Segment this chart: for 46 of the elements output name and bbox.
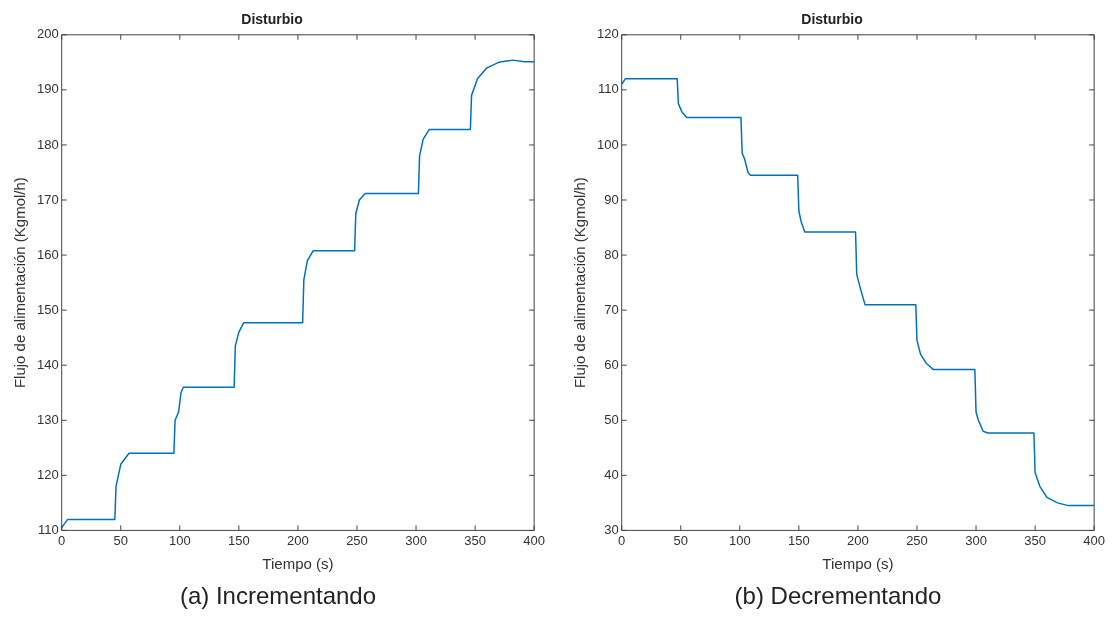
x-tick-label: 200 — [847, 532, 869, 548]
x-axis-title: Tiempo (s) — [262, 555, 334, 573]
x-tick-label: 400 — [523, 532, 546, 548]
x-tick-label: 0 — [618, 532, 626, 548]
x-tick-label: 200 — [287, 532, 309, 548]
y-tick-label: 190 — [36, 81, 59, 97]
x-tick-label: 400 — [1083, 532, 1106, 548]
x-tick-label: 300 — [965, 532, 987, 548]
x-tick-label: 150 — [228, 532, 250, 548]
x-tick-label: 100 — [168, 532, 191, 548]
y-tick-label: 80 — [604, 246, 619, 262]
chart-title: Disturbio — [801, 11, 863, 28]
x-tick-label: 350 — [1024, 532, 1046, 548]
chart-title: Disturbio — [241, 11, 303, 28]
y-tick-label: 110 — [597, 81, 619, 97]
y-tick-label: 160 — [36, 246, 59, 262]
y-tick-label: 30 — [604, 521, 619, 537]
x-tick-label: 100 — [728, 532, 751, 548]
x-axis-title: Tiempo (s) — [822, 555, 894, 573]
x-tick-label: 250 — [346, 532, 368, 548]
y-tick-label: 110 — [37, 521, 59, 537]
x-tick-label: 300 — [405, 532, 427, 548]
y-tick-label: 130 — [36, 411, 59, 427]
x-tick-label: 50 — [673, 532, 688, 548]
y-tick-label: 40 — [604, 466, 619, 482]
y-tick-label: 170 — [36, 191, 59, 207]
y-axis-title: Flujo de alimentación (Kgmol/h) — [571, 177, 589, 389]
y-tick-label: 60 — [604, 356, 619, 372]
y-tick-label: 150 — [36, 301, 59, 317]
x-tick-label: 350 — [464, 532, 486, 548]
text: (a) Incrementando — [179, 582, 377, 610]
y-tick-label: 140 — [36, 356, 59, 372]
y-tick-label: 100 — [596, 136, 619, 152]
x-tick-label: 50 — [113, 532, 128, 548]
y-axis-title: Flujo de alimentación (Kgmol/h) — [11, 177, 29, 389]
text: (b) Decrementando — [734, 582, 942, 610]
y-tick-label: 70 — [604, 301, 619, 317]
y-tick-label: 120 — [596, 26, 619, 42]
x-tick-label: 0 — [58, 532, 66, 548]
y-tick-label: 180 — [36, 136, 59, 152]
y-tick-label: 90 — [604, 191, 619, 207]
y-tick-label: 200 — [36, 26, 59, 42]
x-tick-label: 250 — [906, 532, 928, 548]
x-tick-label: 150 — [788, 532, 810, 548]
y-tick-label: 120 — [36, 466, 59, 482]
y-tick-label: 50 — [604, 411, 619, 427]
